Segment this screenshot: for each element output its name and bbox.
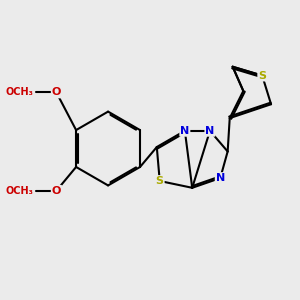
Text: O: O bbox=[52, 186, 61, 196]
Text: OCH₃: OCH₃ bbox=[5, 186, 33, 196]
Text: S: S bbox=[156, 176, 164, 186]
Text: N: N bbox=[216, 173, 225, 183]
Text: OCH₃: OCH₃ bbox=[5, 87, 33, 98]
Text: N: N bbox=[180, 126, 190, 136]
Text: O: O bbox=[52, 87, 61, 98]
Text: N: N bbox=[205, 126, 214, 136]
Text: S: S bbox=[258, 70, 266, 81]
